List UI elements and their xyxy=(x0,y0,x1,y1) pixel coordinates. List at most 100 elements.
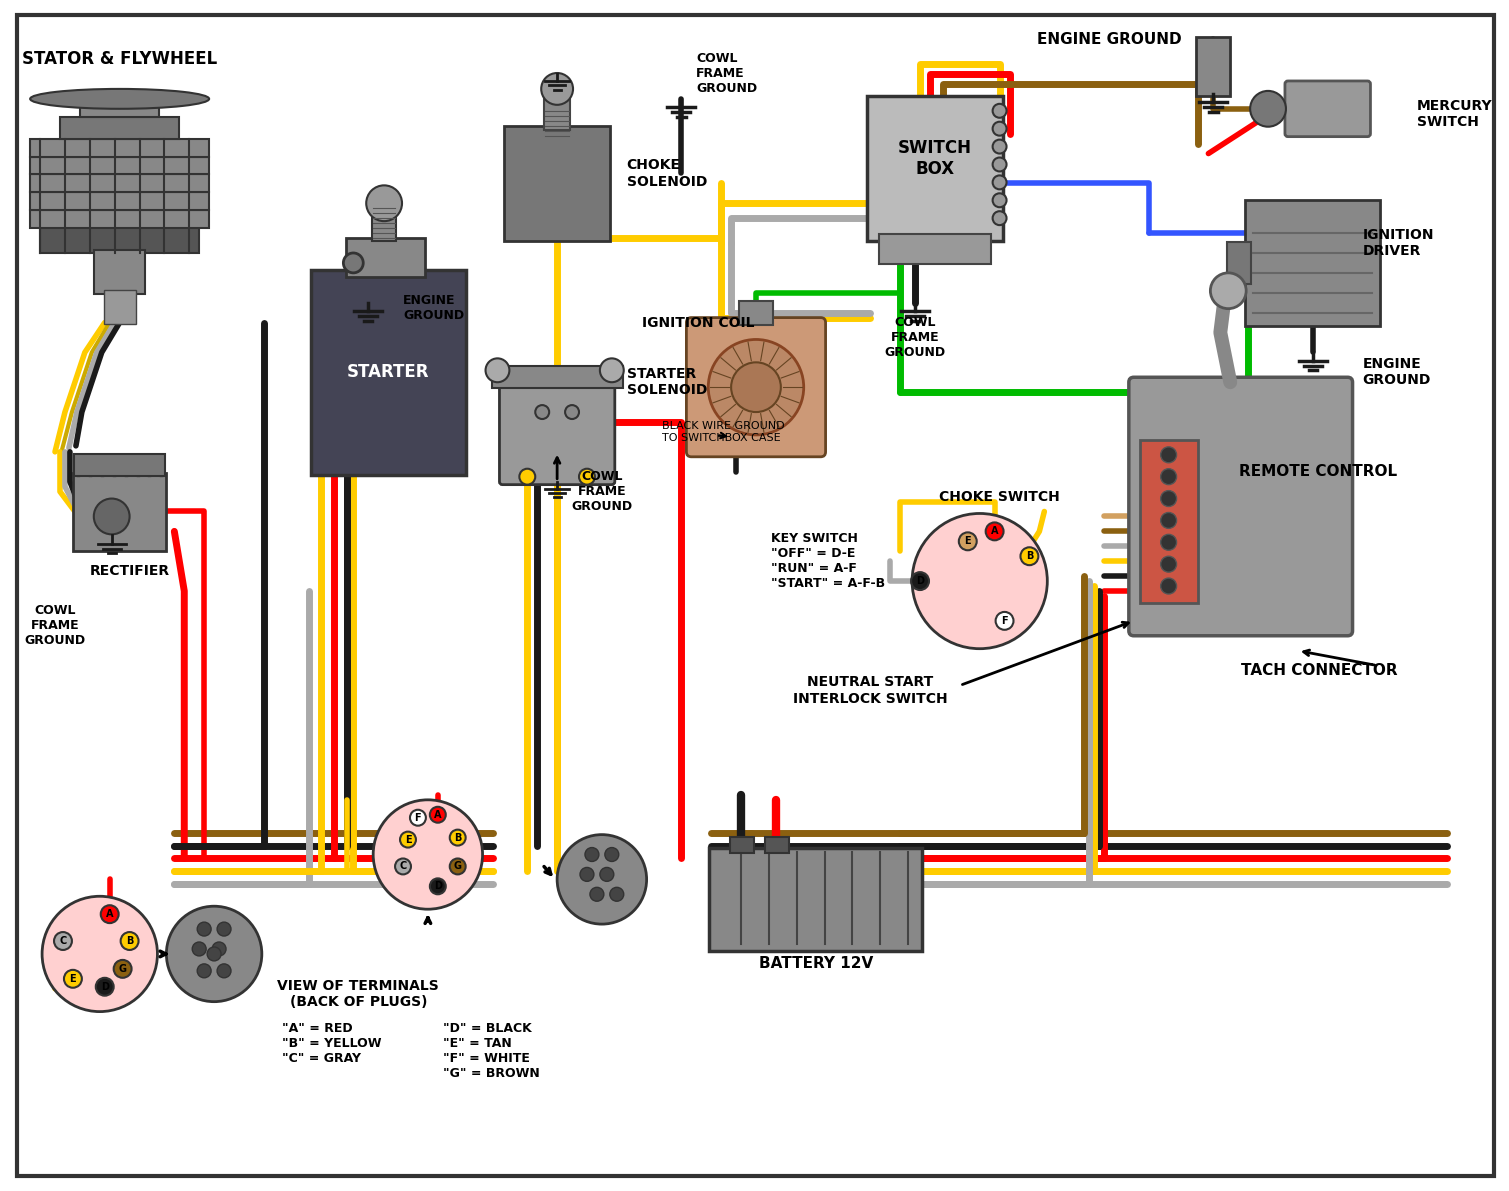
Text: "C" = GRAY: "C" = GRAY xyxy=(282,1052,361,1065)
Text: CHOKE SWITCH: CHOKE SWITCH xyxy=(939,490,1059,504)
FancyBboxPatch shape xyxy=(80,99,160,117)
Text: COWL
FRAME
GROUND: COWL FRAME GROUND xyxy=(572,470,632,513)
FancyBboxPatch shape xyxy=(504,126,610,241)
Circle shape xyxy=(101,905,119,923)
Circle shape xyxy=(450,859,466,874)
Circle shape xyxy=(610,887,623,902)
Circle shape xyxy=(993,139,1007,154)
FancyBboxPatch shape xyxy=(880,235,990,264)
Circle shape xyxy=(601,358,623,382)
Circle shape xyxy=(400,831,416,848)
FancyBboxPatch shape xyxy=(30,138,210,156)
Circle shape xyxy=(486,358,510,382)
Circle shape xyxy=(1160,556,1177,572)
Text: B: B xyxy=(125,936,133,946)
Circle shape xyxy=(911,572,930,590)
Circle shape xyxy=(1160,535,1177,550)
Text: COWL
FRAME
GROUND: COWL FRAME GROUND xyxy=(696,52,758,95)
Circle shape xyxy=(996,612,1014,630)
Circle shape xyxy=(708,339,804,435)
Circle shape xyxy=(993,104,1007,118)
Text: COWL
FRAME
GROUND: COWL FRAME GROUND xyxy=(884,316,946,358)
Text: BLACK WIRE GROUND
TO SWITCHBOX CASE: BLACK WIRE GROUND TO SWITCHBOX CASE xyxy=(661,422,785,443)
Text: E: E xyxy=(69,974,77,984)
Circle shape xyxy=(395,859,410,874)
Circle shape xyxy=(217,964,231,978)
FancyBboxPatch shape xyxy=(730,836,754,853)
Circle shape xyxy=(958,532,976,550)
Text: A: A xyxy=(435,810,442,819)
Circle shape xyxy=(113,960,131,978)
Circle shape xyxy=(1020,548,1038,566)
Text: STARTER
SOLENOID: STARTER SOLENOID xyxy=(626,367,708,398)
Circle shape xyxy=(564,405,579,419)
Circle shape xyxy=(601,867,614,881)
FancyBboxPatch shape xyxy=(868,95,1002,241)
Text: IGNITION
DRIVER: IGNITION DRIVER xyxy=(1363,227,1434,258)
Text: IGNITION COIL: IGNITION COIL xyxy=(641,316,754,330)
FancyBboxPatch shape xyxy=(17,15,1494,1176)
Circle shape xyxy=(42,897,157,1011)
FancyBboxPatch shape xyxy=(30,156,210,174)
FancyBboxPatch shape xyxy=(30,174,210,192)
Text: ENGINE
GROUND: ENGINE GROUND xyxy=(1363,357,1431,387)
Circle shape xyxy=(367,186,401,222)
FancyBboxPatch shape xyxy=(709,848,922,950)
Text: G: G xyxy=(454,861,462,872)
Ellipse shape xyxy=(30,89,210,108)
Circle shape xyxy=(94,499,130,535)
FancyBboxPatch shape xyxy=(347,238,426,276)
Circle shape xyxy=(579,867,595,881)
Circle shape xyxy=(213,942,226,956)
Circle shape xyxy=(732,362,780,412)
Circle shape xyxy=(1160,491,1177,506)
FancyBboxPatch shape xyxy=(499,379,614,485)
FancyBboxPatch shape xyxy=(104,289,136,324)
FancyBboxPatch shape xyxy=(30,211,210,229)
FancyBboxPatch shape xyxy=(72,473,166,551)
FancyBboxPatch shape xyxy=(74,454,166,475)
Circle shape xyxy=(542,73,573,105)
Circle shape xyxy=(95,978,113,996)
Circle shape xyxy=(198,964,211,978)
Circle shape xyxy=(63,969,81,987)
Circle shape xyxy=(1160,578,1177,594)
Circle shape xyxy=(430,879,445,894)
FancyBboxPatch shape xyxy=(1245,200,1381,325)
Circle shape xyxy=(217,922,231,936)
Circle shape xyxy=(166,906,263,1002)
FancyBboxPatch shape xyxy=(311,270,466,475)
Text: C: C xyxy=(400,861,406,872)
FancyBboxPatch shape xyxy=(60,117,180,138)
Text: B: B xyxy=(454,833,462,842)
Circle shape xyxy=(207,947,220,961)
Text: RECTIFIER: RECTIFIER xyxy=(89,565,169,578)
Text: "F" = WHITE: "F" = WHITE xyxy=(442,1052,530,1065)
FancyBboxPatch shape xyxy=(373,210,395,241)
Text: SWITCH
BOX: SWITCH BOX xyxy=(898,139,972,177)
FancyBboxPatch shape xyxy=(94,250,145,294)
Text: REMOTE CONTROL: REMOTE CONTROL xyxy=(1239,464,1397,479)
Circle shape xyxy=(993,211,1007,225)
Circle shape xyxy=(557,835,647,924)
FancyBboxPatch shape xyxy=(739,300,773,325)
Circle shape xyxy=(121,933,139,950)
Text: D: D xyxy=(916,576,924,586)
Circle shape xyxy=(1160,447,1177,463)
Circle shape xyxy=(590,887,604,902)
Text: B: B xyxy=(1026,551,1034,561)
Text: "B" = YELLOW: "B" = YELLOW xyxy=(282,1037,382,1050)
Text: F: F xyxy=(415,812,421,823)
Text: D: D xyxy=(433,881,442,891)
Circle shape xyxy=(993,121,1007,136)
Text: E: E xyxy=(964,536,972,547)
Text: "G" = BROWN: "G" = BROWN xyxy=(442,1067,540,1080)
Circle shape xyxy=(1160,469,1177,485)
Text: MERCURY
SWITCH: MERCURY SWITCH xyxy=(1417,99,1492,129)
Circle shape xyxy=(1210,273,1246,308)
Text: BATTERY 12V: BATTERY 12V xyxy=(759,956,872,972)
FancyBboxPatch shape xyxy=(1129,378,1352,636)
Circle shape xyxy=(519,469,536,485)
Circle shape xyxy=(605,848,619,861)
Circle shape xyxy=(536,405,549,419)
